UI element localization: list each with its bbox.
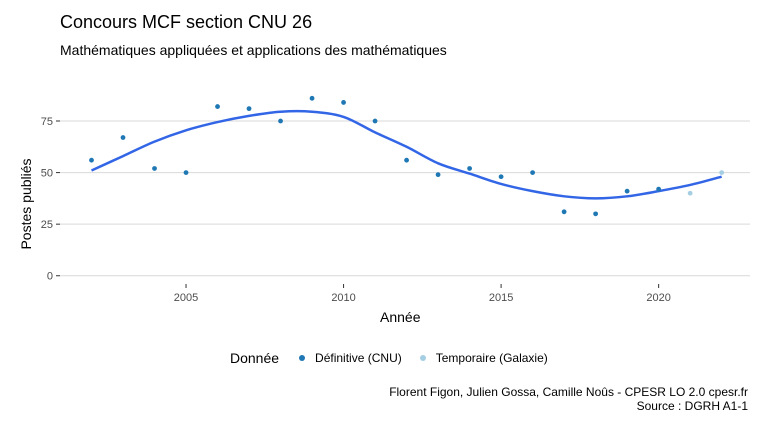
- y-tick-label: 0: [47, 271, 53, 283]
- legend-key-temporaire: [419, 355, 426, 361]
- legend-item-temporaire: Temporaire (Galaxie): [414, 351, 548, 365]
- y-tick-label: 75: [41, 116, 53, 128]
- caption-source: Source : DGRH A1-1: [636, 399, 748, 413]
- data-point-temporaire: [719, 170, 725, 175]
- y-tick-label: 50: [41, 168, 53, 180]
- data-point-definitive: [341, 100, 346, 105]
- y-tick-label: 25: [41, 219, 53, 231]
- data-point-definitive: [593, 211, 599, 217]
- data-point-definitive: [183, 170, 189, 175]
- data-point-definitive: [246, 106, 252, 112]
- data-point-definitive: [435, 172, 441, 178]
- data-point-definitive: [278, 118, 283, 124]
- data-point-definitive: [89, 157, 94, 163]
- caption: Florent Figon, Julien Gossa, Camille Noû…: [389, 385, 748, 413]
- legend-item-definitive: Définitive (CNU): [293, 351, 402, 365]
- x-tick-label: 2010: [331, 292, 355, 304]
- x-axis-title: Année: [380, 309, 421, 325]
- x-tick-label: 2015: [489, 292, 513, 304]
- chart-subtitle: Mathématiques appliquées et applications…: [60, 42, 447, 58]
- x-tick-label: 2005: [174, 292, 198, 304]
- data-point-definitive: [467, 166, 472, 171]
- data-point-definitive: [152, 166, 157, 171]
- data-point-definitive: [372, 118, 378, 124]
- data-point-definitive: [656, 186, 662, 192]
- data-point-definitive: [120, 135, 126, 140]
- data-point-definitive: [561, 209, 567, 215]
- data-point-definitive: [624, 188, 630, 194]
- legend: Donnée Définitive (CNU) Temporaire (Gala…: [230, 350, 560, 366]
- smooth-trend-line: [90, 109, 722, 200]
- chart-title: Concours MCF section CNU 26: [60, 12, 313, 32]
- y-axis-title: Postes publiés: [18, 158, 34, 250]
- data-point-definitive: [404, 157, 409, 163]
- legend-label-temporaire: Temporaire (Galaxie): [435, 351, 548, 365]
- data-point-definitive: [530, 170, 536, 175]
- data-point-temporaire: [687, 190, 693, 196]
- data-point-definitive: [309, 95, 315, 101]
- x-tick-label: 2020: [646, 292, 670, 304]
- legend-label-definitive: Définitive (CNU): [315, 351, 402, 365]
- legend-key-definitive: [299, 355, 306, 361]
- caption-authors: Florent Figon, Julien Gossa, Camille Noû…: [389, 385, 748, 399]
- data-point-definitive: [498, 174, 504, 180]
- data-point-definitive: [215, 104, 220, 109]
- legend-title: Donnée: [230, 350, 280, 366]
